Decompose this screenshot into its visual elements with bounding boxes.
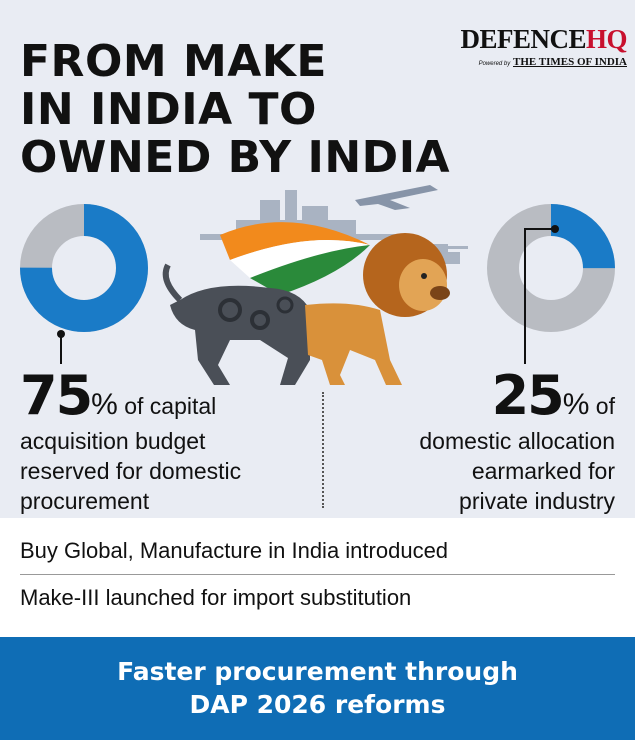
infographic-top-section: FROM MAKE IN INDIA TO OWNED BY INDIA DEF… (0, 0, 635, 518)
right-leader-vertical (524, 228, 526, 364)
logo-powered-by: Powered by THE TIMES OF INDIA (460, 56, 627, 68)
dotted-divider (322, 392, 324, 508)
stat-left-value: 75 (20, 364, 93, 427)
donut-chart-75-percent (20, 204, 148, 332)
list-divider (20, 574, 615, 575)
mechanical-lion-with-flag-icon (162, 185, 468, 385)
stat-right-text-2: domestic allocation (419, 428, 615, 454)
flag-white-stripe (230, 240, 370, 278)
footer-banner: Faster procurement through DAP 2026 refo… (0, 637, 635, 740)
stat-right-text-1: of (589, 393, 615, 419)
fighter-jet-icon (355, 185, 438, 210)
logo-brand: DEFENCEHQ (460, 24, 627, 55)
stat-right-text-3: earmarked for (471, 458, 615, 484)
logo-partner: THE TIMES OF INDIA (513, 56, 627, 68)
logo-brand-hq: HQ (585, 24, 628, 54)
mechanical-lion-body (162, 263, 310, 385)
right-leader-horizontal (524, 228, 554, 230)
headline: FROM MAKE IN INDIA TO OWNED BY INDIA (20, 38, 490, 182)
footer-line-1: Faster procurement through (117, 657, 518, 686)
logo-brand-main: DEFENCE (460, 24, 586, 54)
left-leader-line (60, 334, 62, 364)
flag-green-stripe (250, 245, 370, 295)
flag-saffron-stripe (220, 222, 370, 260)
stat-left: 75% of capital acquisition budget reserv… (20, 366, 320, 516)
stat-left-text-2: acquisition budget (20, 428, 206, 454)
list-item-make-iii: Make-III launched for import substitutio… (20, 585, 412, 610)
defencehq-logo: DEFENCEHQ Powered by THE TIMES OF INDIA (460, 24, 627, 68)
donut-value-arc (487, 204, 615, 332)
headline-line-3: OWNED BY INDIA (20, 132, 451, 183)
natural-lion-body (305, 233, 450, 385)
donut-value-arc (20, 204, 148, 332)
stat-right-unit: % (562, 388, 590, 421)
stat-right-value: 25 (491, 364, 565, 427)
donut-chart-25-percent (487, 204, 615, 332)
left-leader-dot (57, 330, 65, 338)
stat-left-text-3: reserved for domestic (20, 458, 242, 484)
stat-right-text-4: private industry (459, 488, 615, 514)
stat-left-first-line: 75% of capital (20, 366, 320, 426)
headline-line-1: FROM MAKE (20, 36, 327, 87)
stat-left-text-1: of capital (117, 393, 217, 419)
stat-right-first-line: 25% of (335, 366, 615, 426)
stat-left-unit: % (91, 388, 118, 421)
stat-left-text-4: procurement (20, 488, 150, 514)
stat-right: 25% of domestic allocation earmarked for… (335, 366, 615, 516)
footer-line-2: DAP 2026 reforms (189, 690, 446, 719)
right-leader-dot (551, 225, 559, 233)
headline-line-2: IN INDIA TO (20, 84, 317, 135)
logo-powered-label: Powered by (478, 61, 511, 67)
list-item-buy-global: Buy Global, Manufacture in India introdu… (20, 538, 449, 563)
